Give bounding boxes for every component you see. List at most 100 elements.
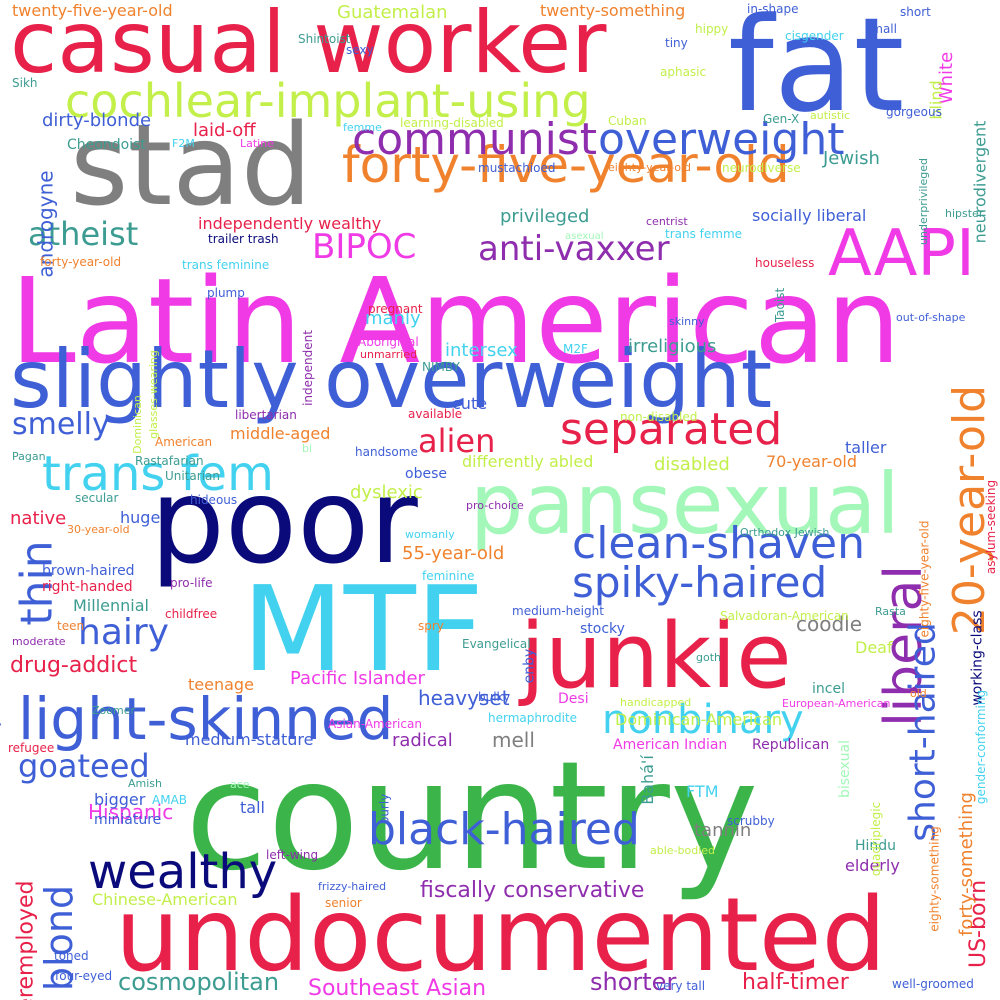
word: eighty-five-year-old <box>916 520 931 637</box>
word: autistic <box>810 109 851 122</box>
word: Sikh <box>12 76 38 90</box>
word: neurodiverse <box>722 161 801 175</box>
word: Rastafarian <box>135 454 204 468</box>
word: manly <box>365 308 421 329</box>
word: irreligious <box>628 336 717 357</box>
word: femme <box>343 121 382 134</box>
word: scrubby <box>727 814 775 828</box>
word: centrist <box>646 215 688 228</box>
word: teen <box>57 619 85 633</box>
word: dirty-blonde <box>42 110 152 131</box>
word: American <box>155 435 213 449</box>
word: Rasta <box>875 605 906 618</box>
word: Unitarian <box>165 469 221 483</box>
word: stad <box>70 101 312 231</box>
word: hideous <box>190 493 238 507</box>
word: middle-aged <box>230 424 331 443</box>
word: atheist <box>28 215 139 253</box>
word: teenage <box>188 675 254 694</box>
word: Bahá'í <box>637 755 657 805</box>
word: goateed <box>18 747 150 785</box>
word: libertarian <box>235 408 297 422</box>
word: trans femme <box>665 227 743 241</box>
word: childfree <box>165 607 218 621</box>
word: tannin <box>694 820 752 841</box>
word: overweight <box>598 114 845 165</box>
word: disabled <box>654 454 730 475</box>
word: eighty-year-old <box>608 161 691 174</box>
word: handsome <box>355 445 418 459</box>
word: refugee <box>8 741 55 755</box>
word: medium-stature <box>185 730 314 749</box>
word: Latine <box>240 137 274 150</box>
word: fiscally conservative <box>420 878 645 903</box>
word: American Indian <box>613 737 728 753</box>
word: Chinese-American <box>92 890 238 909</box>
word: Taoist <box>773 287 788 323</box>
word: houseless <box>755 256 815 270</box>
word: privileged <box>500 206 590 227</box>
word: socially liberal <box>752 206 867 225</box>
word: cochlear-implant-using <box>65 74 591 128</box>
word: Dominican-American <box>615 710 783 729</box>
word: forty-five-year-old <box>342 136 790 194</box>
word: hermaphrodite <box>488 711 578 725</box>
word: tiny <box>665 36 688 50</box>
word: scruffy <box>0 719 3 758</box>
word: coodle <box>796 612 863 636</box>
word: BIPOC <box>312 227 417 267</box>
word: underemployed <box>12 880 38 1000</box>
word: right-handed <box>42 579 133 595</box>
word: dyslexic <box>350 482 423 503</box>
word: spry <box>418 619 444 633</box>
word: tall <box>240 798 265 817</box>
word: incel <box>812 681 845 697</box>
word: European-American <box>782 697 891 710</box>
word: Hindu <box>855 838 897 854</box>
word: alien <box>418 422 496 460</box>
word: hippy <box>695 22 729 36</box>
word: available <box>408 407 463 421</box>
word: eighty-something <box>927 825 942 932</box>
word: M2F <box>563 342 588 356</box>
word: radical <box>392 730 453 751</box>
word: Zoomer <box>92 704 136 717</box>
word: NIMBY <box>422 360 460 374</box>
word: Shintoist <box>298 32 351 46</box>
word: very tall <box>656 979 706 993</box>
word: learning-disabled <box>400 116 504 130</box>
word: feminine <box>422 569 475 583</box>
word: half-timer <box>742 970 849 995</box>
word: Evangelical <box>462 637 531 651</box>
word: Gen-X <box>763 112 800 126</box>
word: glasses-wearing <box>146 350 160 439</box>
word: Asian-American <box>328 717 422 731</box>
word: intersex <box>445 340 518 361</box>
word: wealthy <box>88 844 278 900</box>
word: taller <box>845 438 887 457</box>
word: undocumented <box>115 876 887 995</box>
word: out-of-shape <box>896 311 966 324</box>
word: bi <box>302 442 313 455</box>
word: clean-shaven <box>572 518 865 569</box>
word: underprivileged <box>916 158 930 245</box>
word: in-shape <box>747 2 799 16</box>
word: Deaf <box>855 638 893 657</box>
word: Amish <box>128 777 162 790</box>
word: Orthodox Jewish <box>740 526 830 539</box>
word: bigger <box>94 790 146 809</box>
word: frizzy-haired <box>318 880 387 893</box>
word: MTF <box>242 560 484 698</box>
word: medium-height <box>512 604 604 618</box>
word: country <box>185 730 759 904</box>
word: pregnant <box>368 302 423 316</box>
word: gorgeous <box>886 105 942 119</box>
word: Salvadoran-American <box>720 609 849 623</box>
word: junkie <box>520 604 792 709</box>
word: 70-year-old <box>766 452 857 471</box>
word: brown-haired <box>42 563 135 579</box>
word: nonbinary <box>602 697 804 743</box>
word: gender-conforming <box>974 689 989 805</box>
word: Republican <box>752 737 830 753</box>
word: Aboriginal <box>358 335 419 349</box>
